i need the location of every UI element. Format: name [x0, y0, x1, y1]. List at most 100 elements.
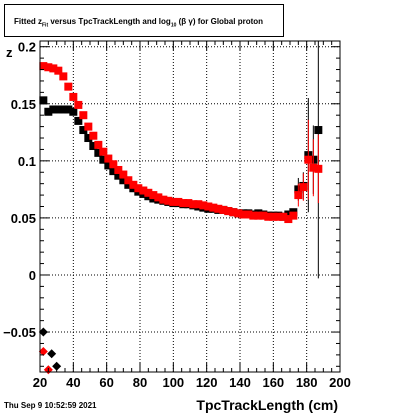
- data-point: [119, 176, 128, 185]
- x-tick-label: 140: [229, 375, 251, 390]
- data-point: [94, 140, 103, 149]
- y-tick-label: 0.05: [11, 211, 36, 226]
- title-suffix: (β γ) for Global proton: [176, 17, 264, 26]
- title-middle: versus TpcTrackLength and log: [48, 17, 171, 26]
- y-axis-label: z: [6, 45, 13, 60]
- data-point: [224, 207, 233, 216]
- outlier-point: [38, 346, 48, 356]
- data-point: [104, 154, 113, 163]
- data-point: [99, 155, 108, 164]
- data-point: [89, 142, 98, 151]
- data-point: [84, 134, 93, 143]
- title-sub-10: 10: [170, 22, 177, 29]
- data-point: [284, 215, 293, 224]
- x-tick-label: 120: [196, 375, 218, 390]
- data-point: [239, 210, 248, 219]
- data-point: [279, 212, 288, 221]
- data-point: [259, 211, 268, 220]
- data-point: [314, 126, 323, 135]
- data-point: [79, 111, 88, 120]
- data-point: [104, 161, 113, 170]
- x-tick-label: 180: [296, 375, 318, 390]
- data-point: [109, 160, 118, 169]
- data-point: [49, 64, 58, 73]
- data-point: [249, 211, 258, 220]
- chart-title-box: Fitted zFit versus TpcTrackLength and lo…: [4, 4, 284, 37]
- y-tick-label: −0.05: [3, 325, 36, 340]
- data-point: [264, 212, 273, 221]
- data-point: [49, 105, 58, 114]
- data-point: [69, 107, 78, 116]
- data-point: [304, 155, 313, 164]
- data-point: [44, 63, 53, 72]
- data-point: [194, 200, 203, 209]
- data-point: [309, 163, 318, 172]
- outlier-point: [47, 349, 57, 359]
- series-black: [39, 41, 323, 279]
- y-tick-label: 0: [29, 268, 36, 283]
- data-point: [69, 92, 78, 101]
- data-point: [114, 171, 123, 180]
- data-point: [39, 96, 48, 105]
- data-point: [94, 148, 103, 157]
- data-point: [59, 72, 68, 81]
- data-point: [294, 191, 303, 200]
- data-point: [289, 211, 298, 220]
- axes: 20 40 60 80 100 120 140 160 180 200 −0.05 0 0.05 0.1 0…: [3, 40, 351, 390]
- data-point: [114, 165, 123, 174]
- data-point: [74, 100, 83, 109]
- x-axis-label: TpcTrackLength (cm): [196, 397, 338, 413]
- data-point: [244, 210, 253, 219]
- data-point: [274, 212, 283, 221]
- data-point: [164, 196, 173, 205]
- data-point: [79, 126, 88, 135]
- data-point: [124, 180, 133, 189]
- data-point: [214, 204, 223, 213]
- data-point: [199, 201, 208, 210]
- chart-title: Fitted zFit versus TpcTrackLength and lo…: [14, 17, 263, 29]
- data-point: [184, 199, 193, 208]
- data-point: [179, 199, 188, 208]
- series-red: [39, 62, 323, 224]
- data-markers: [38, 41, 323, 375]
- data-point: [269, 212, 278, 221]
- data-point: [54, 66, 63, 75]
- outlier-point: [52, 361, 62, 371]
- data-point: [64, 105, 73, 114]
- data-point: [109, 167, 118, 176]
- data-point: [174, 197, 183, 206]
- x-tick-label: 20: [33, 375, 47, 390]
- x-tick-label: 80: [133, 375, 147, 390]
- data-point: [229, 208, 238, 217]
- data-point: [129, 180, 138, 189]
- data-point: [189, 200, 198, 209]
- data-point: [89, 131, 98, 140]
- data-point: [39, 62, 48, 71]
- x-tick-label: 200: [329, 375, 351, 390]
- data-point: [119, 170, 128, 179]
- data-point: [144, 188, 153, 197]
- x-tick-label: 60: [99, 375, 113, 390]
- x-tick-label: 100: [162, 375, 184, 390]
- data-point: [124, 176, 133, 185]
- data-point: [284, 210, 293, 219]
- data-point: [44, 107, 53, 116]
- data-point: [159, 195, 168, 204]
- data-point: [254, 211, 263, 220]
- data-point: [84, 122, 93, 131]
- data-point: [234, 209, 243, 218]
- data-point: [209, 203, 218, 212]
- timestamp-footer: Thu Sep 9 10:52:59 2021: [4, 401, 97, 410]
- y-tick-label: 0.2: [18, 40, 36, 55]
- data-point: [54, 105, 63, 114]
- data-point: [204, 202, 213, 211]
- data-point: [99, 147, 108, 156]
- x-tick-label: 160: [262, 375, 284, 390]
- x-tick-label: 40: [66, 375, 80, 390]
- y-tick-label: 0.1: [18, 154, 36, 169]
- y-tick-label: 0.15: [11, 97, 36, 112]
- data-point: [219, 205, 228, 214]
- data-point: [59, 105, 68, 114]
- data-point: [134, 184, 143, 193]
